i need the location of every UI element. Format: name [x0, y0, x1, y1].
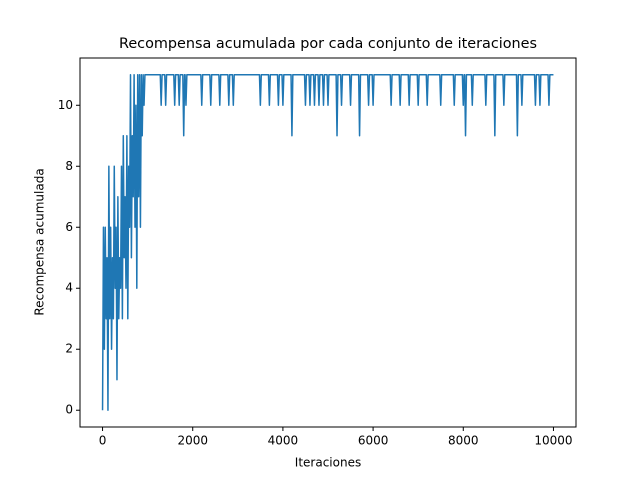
x-tick-label: 10000 [534, 434, 572, 448]
y-tick-label: 10 [58, 98, 73, 112]
plot-frame [79, 57, 577, 428]
y-tick-label: 2 [65, 342, 73, 356]
y-tick-label: 6 [65, 220, 73, 234]
chart-title: Recompensa acumulada por cada conjunto d… [119, 36, 537, 52]
x-tick-label: 4000 [268, 434, 299, 448]
x-axis-label: Iteraciones [295, 456, 361, 470]
y-tick-label: 0 [65, 403, 73, 417]
x-tick-label: 0 [99, 434, 107, 448]
data-line [101, 74, 554, 411]
y-tick-label: 8 [65, 159, 73, 173]
x-tick-label: 8000 [448, 434, 479, 448]
x-tick-label: 2000 [177, 434, 208, 448]
x-tick-label: 6000 [358, 434, 389, 448]
y-tick-label: 4 [65, 281, 73, 295]
y-axis-label: Recompensa acumulada [33, 168, 47, 315]
